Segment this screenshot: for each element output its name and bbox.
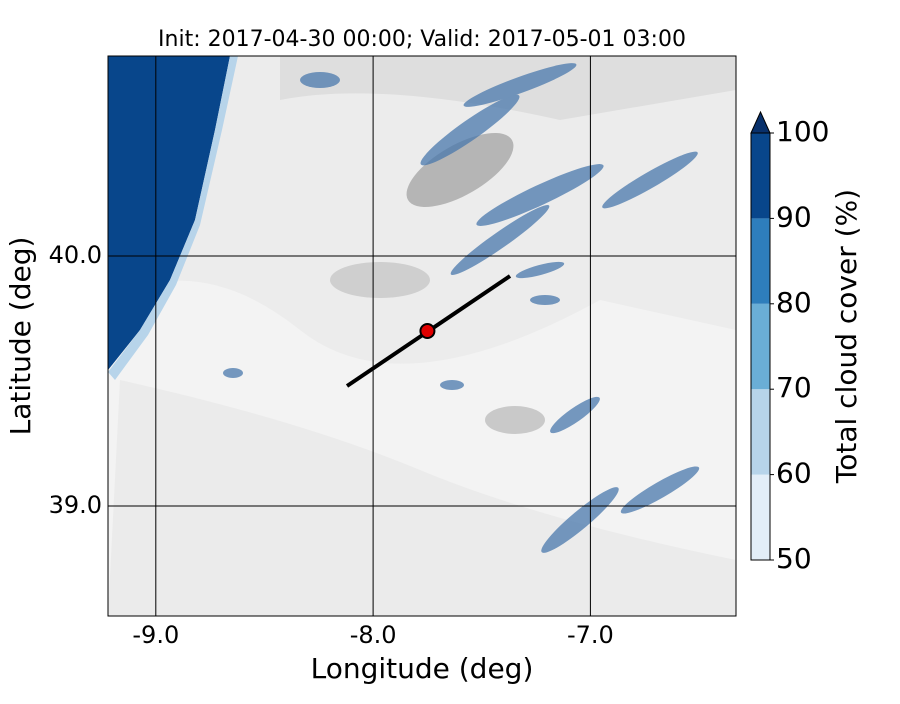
y-axis-label: Latitude (deg) (4, 237, 37, 436)
x-tick-label: -8.0 (350, 621, 397, 649)
colorbar-segment (751, 218, 770, 304)
colorbar-tick-label: 100 (776, 115, 829, 148)
colorbar-segment (751, 474, 770, 560)
colorbar-segment (751, 389, 770, 475)
plot-frame (107, 55, 737, 617)
colorbar-tick-label: 90 (776, 200, 812, 233)
map-background (108, 56, 736, 616)
colorbar-tick-label: 60 (776, 457, 812, 490)
chart-title: Init: 2017-04-30 00:00; Valid: 2017-05-0… (158, 27, 686, 52)
colorbar-tick-label: 80 (776, 286, 812, 319)
colorbar-segment (751, 133, 770, 219)
y-tick-label: 39.0 (49, 491, 102, 519)
section-point (419, 323, 436, 339)
colorbar-extend (750, 110, 771, 134)
y-tick-label: 40.0 (49, 241, 102, 269)
colorbar-frame (750, 132, 771, 561)
colorbar-segment (751, 303, 770, 390)
x-axis-label: Longitude (deg) (311, 652, 534, 685)
x-tick-label: -7.0 (567, 621, 614, 649)
colorbar-tick-label: 50 (776, 542, 812, 575)
x-tick-label: -9.0 (132, 621, 179, 649)
colorbar-tick-label: 70 (776, 371, 812, 404)
colorbar-label: Total cloud cover (%) (830, 189, 863, 484)
